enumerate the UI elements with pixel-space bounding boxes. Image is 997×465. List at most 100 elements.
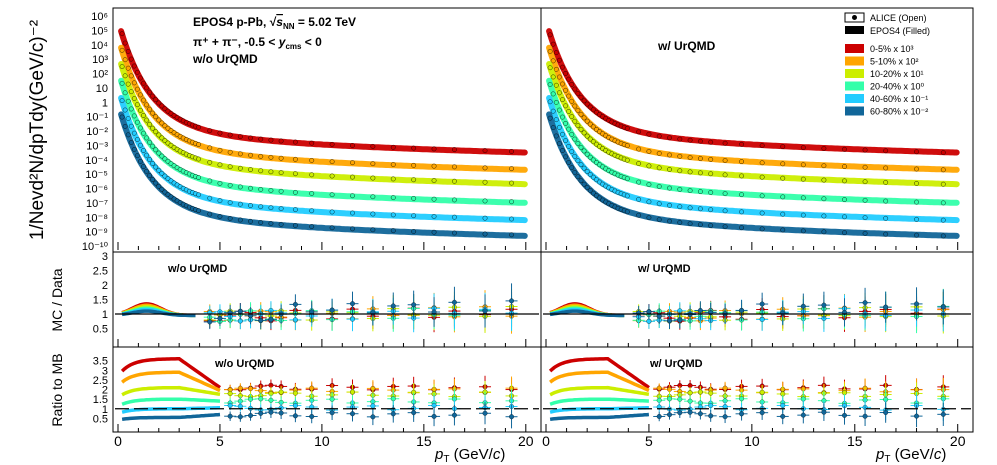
- spectrum-point: [636, 179, 642, 185]
- spectrum-point: [697, 189, 703, 194]
- legend-data-label: ALICE (Open): [870, 13, 927, 23]
- spectrum-point: [138, 125, 143, 131]
- spectrum-point: [309, 158, 315, 163]
- spectrum-point: [739, 209, 744, 215]
- xlabel-right: pT (GeV/c): [875, 446, 946, 465]
- spectrum-point: [759, 193, 765, 199]
- rapidity-var: y: [278, 35, 287, 49]
- spectrum-point: [553, 66, 559, 72]
- ytick-mid-label: 3: [102, 251, 108, 263]
- ytick-top-label: 10⁻⁷: [86, 198, 108, 210]
- mc-data-point: [759, 317, 765, 322]
- y-ticks-top: 10⁶ 10⁵ 10⁴ 10³ 10² 10 1 10⁻¹ 10⁻² 10⁻³ 10⁻⁴ 10⁻⁵ 10…: [82, 11, 109, 253]
- spectrum-point: [584, 151, 590, 157]
- spectrum-point: [144, 85, 149, 91]
- spectrum-point: [547, 82, 553, 87]
- spectrum-point: [237, 184, 243, 190]
- ratio-mb-point: [268, 397, 274, 403]
- legend-model-marker: [845, 26, 864, 34]
- spectrum-point: [370, 161, 376, 167]
- ytick-top-label: 10²: [92, 69, 108, 81]
- panel-label-mid-left: w/o UrQMD: [167, 263, 227, 275]
- spectrum-point: [452, 164, 457, 170]
- spectrum-point: [292, 189, 298, 195]
- spectrum-point: [227, 215, 233, 221]
- ytick-bot-label: 3: [102, 365, 108, 377]
- ratio-mb-point: [940, 411, 946, 417]
- ytick-top-label: 10³: [92, 54, 108, 66]
- spectrum-point: [780, 227, 786, 233]
- spectrum-point: [411, 162, 417, 168]
- spectrum-point: [883, 179, 889, 185]
- ratio-mb-point: [292, 390, 298, 396]
- mc-data-point: [350, 301, 355, 307]
- mc-data-point: [646, 309, 652, 315]
- ratio-mb-point: [329, 396, 335, 402]
- xlabel-left: pT (GeV/c): [434, 446, 505, 465]
- spectrum-point: [217, 147, 223, 153]
- spectrum-point: [708, 190, 714, 195]
- spectrum-point: [563, 138, 568, 144]
- spectrum-point: [144, 102, 149, 108]
- spectrum-point: [156, 132, 162, 138]
- spectrum-point: [550, 91, 556, 97]
- spectrum-point: [883, 215, 889, 221]
- spectrum-point: [138, 92, 143, 98]
- spectrum-point: [550, 41, 556, 47]
- spectrum-point: [566, 76, 572, 82]
- spectrum-point: [125, 49, 131, 54]
- spectrum-point: [677, 204, 683, 210]
- ytick-bot-label: 1.5: [93, 394, 108, 406]
- spectrum-point: [656, 133, 662, 139]
- ytick-bot-label: 2: [102, 385, 108, 397]
- spectrum-point: [268, 188, 274, 193]
- spectrum-point: [128, 73, 134, 79]
- ratio-mb-curve-1: [549, 370, 650, 393]
- spectrum-point: [800, 195, 806, 201]
- spectrum-point: [122, 73, 128, 79]
- spectrum-point: [329, 173, 335, 179]
- spectrum-point: [575, 90, 581, 96]
- ratio-mb-point: [390, 396, 396, 402]
- spectrum-point: [131, 130, 137, 136]
- ytick-bot-label: 0.5: [93, 413, 108, 425]
- spectrum-point: [217, 214, 223, 219]
- spectrum-point: [147, 121, 153, 127]
- spectrum-point: [128, 56, 134, 62]
- spectrum-point: [636, 196, 642, 202]
- spectrum-point: [390, 162, 396, 167]
- ytick-bot-label: 3.5: [93, 356, 108, 368]
- spectrum-point: [134, 102, 140, 108]
- spectrum-point: [147, 89, 153, 95]
- spectrum-point: [739, 141, 744, 147]
- xtick-label: 15: [847, 433, 863, 449]
- spectrum-point: [646, 131, 652, 137]
- spectrum-point: [563, 103, 568, 109]
- ratio-mb-point: [697, 389, 703, 395]
- spectrum-point: [575, 174, 581, 180]
- spectrum-point: [550, 74, 556, 80]
- ratio-mb-point: [350, 389, 355, 395]
- spectrum-point: [431, 214, 437, 219]
- spectrum-point: [131, 63, 137, 69]
- mc-data-point: [940, 304, 946, 310]
- spectrum-point: [556, 124, 562, 130]
- spectrum-point: [566, 93, 572, 99]
- spectrum-point: [144, 135, 149, 141]
- xtick-label: 5: [645, 433, 653, 449]
- spectrum-point: [292, 171, 298, 177]
- spectrum-point: [587, 104, 593, 110]
- spectrum-point: [708, 171, 714, 177]
- spectrum-point: [553, 100, 559, 105]
- spectrum-point: [821, 229, 827, 235]
- spectrum-point: [162, 106, 168, 112]
- spectrum-point: [780, 194, 786, 200]
- spectrum-point: [370, 175, 376, 181]
- mc-data-point: [217, 315, 223, 321]
- spectrum-point: [697, 222, 703, 228]
- spectrum-point: [134, 86, 140, 92]
- spectrum-point: [578, 144, 584, 150]
- spectrum-point: [452, 214, 457, 220]
- y-axis-titles: 1/Nevd²N/dpTdy(GeV/c)⁻² MC / Data Ratio …: [27, 20, 65, 427]
- spectrum-point: [207, 178, 213, 184]
